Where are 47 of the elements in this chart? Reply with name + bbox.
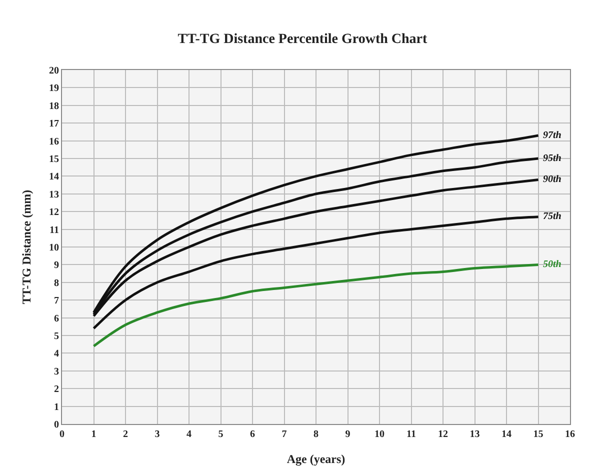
x-axis-title: Age (years) <box>286 452 346 466</box>
y-tick-label: 5 <box>54 331 59 342</box>
x-tick-label: 10 <box>374 429 384 440</box>
y-tick-label: 16 <box>49 136 59 148</box>
x-tick-label: 6 <box>250 429 255 440</box>
line-series <box>92 263 540 348</box>
y-tick-label: 11 <box>50 224 59 236</box>
x-tick-label: 16 <box>565 429 575 440</box>
x-tick-label: 3 <box>154 429 160 440</box>
y-tick-label: 14 <box>49 172 59 183</box>
y-tick-label: 20 <box>49 66 59 76</box>
y-tick-label: 6 <box>54 313 59 324</box>
y-tick-label: 13 <box>49 189 59 200</box>
y-axis-title: TT-TG Distance (mm) <box>19 190 34 304</box>
y-tick-label: 12 <box>49 207 59 218</box>
y-tick-label: 15 <box>49 154 59 165</box>
y-tick-label: 9 <box>54 260 59 272</box>
x-tick-label: 5 <box>218 429 224 440</box>
x-tick-label: 14 <box>502 429 512 440</box>
y-tick-label: 19 <box>49 83 59 94</box>
x-tick-label: 12 <box>438 429 448 440</box>
y-tick-label: 8 <box>54 278 59 289</box>
x-tick-label: 13 <box>470 429 480 440</box>
y-tick-label: 0 <box>54 420 59 430</box>
y-tick-label: 17 <box>49 118 59 130</box>
line-series <box>92 216 540 330</box>
x-tick-label: 15 <box>533 429 544 440</box>
y-tick-label: 18 <box>49 100 59 112</box>
x-tick-label: 1 <box>91 429 96 440</box>
series-label: 50th <box>543 259 562 270</box>
x-tick-label: 9 <box>345 429 350 440</box>
y-tick-label: 4 <box>54 348 59 360</box>
series-label: 75th <box>543 211 562 222</box>
x-tick-label: 2 <box>123 429 128 440</box>
y-tick-label: 2 <box>54 384 59 396</box>
chart-title: TT-TG Distance Percentile Growth Chart <box>178 32 428 47</box>
series-label: 97th <box>543 130 562 141</box>
y-tick-label: 1 <box>54 402 59 413</box>
x-tick-label: 7 <box>282 429 287 440</box>
x-tick-label: 8 <box>314 429 318 440</box>
series-label: 95th <box>543 153 562 164</box>
series-label: 90th <box>543 174 562 185</box>
y-tick-label: 10 <box>49 242 59 254</box>
x-tick-label: 4 <box>186 429 192 440</box>
y-tick-label: 3 <box>54 366 59 378</box>
y-tick-label: 7 <box>54 296 59 307</box>
x-tick-label: 11 <box>406 429 416 440</box>
